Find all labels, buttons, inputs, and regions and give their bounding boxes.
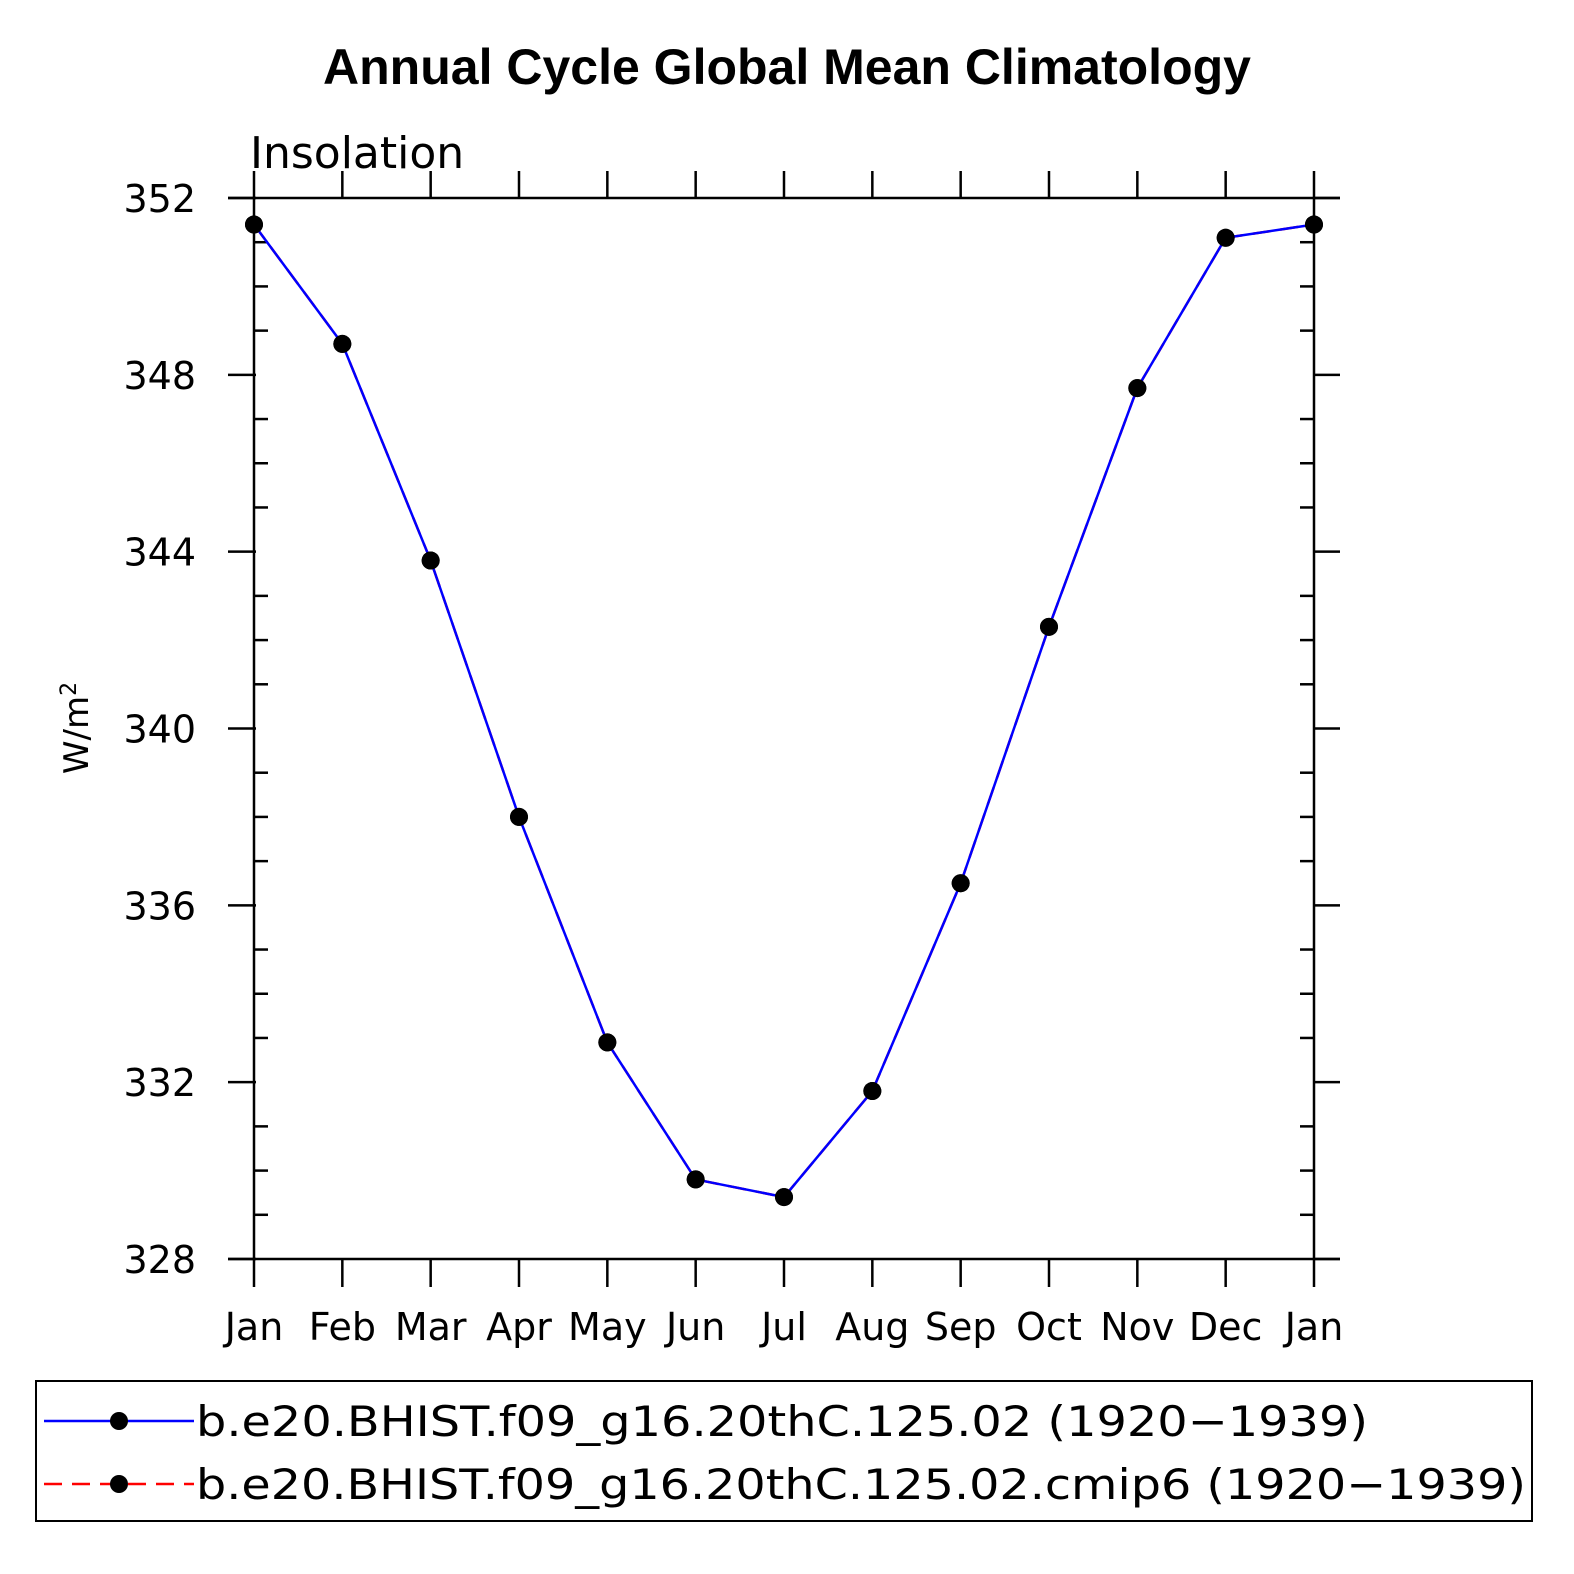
y-axis-label: W/m2 xyxy=(57,682,98,774)
x-tick-label: May xyxy=(568,1305,647,1349)
x-tick-label: Aug xyxy=(835,1305,909,1349)
series-2-point xyxy=(775,1188,793,1207)
series-2-point xyxy=(1040,617,1058,636)
series-2-point xyxy=(421,551,440,570)
x-tick-label: Jul xyxy=(759,1305,807,1349)
series-2-point xyxy=(1216,228,1235,247)
x-tick-label: Dec xyxy=(1189,1305,1263,1349)
y-tick-label: 352 xyxy=(123,177,196,221)
y-tick-label: 340 xyxy=(123,708,196,752)
x-tick-label: Oct xyxy=(1016,1305,1082,1349)
legend-label-1: b.e20.BHIST.f09_g16.20thC.125.02 (1920−1… xyxy=(196,1397,1368,1446)
plot-axes: 328 332 336 340 344 348 352 Jan Feb Mar Apr May Jun J… xyxy=(123,171,1343,1349)
series-2-point xyxy=(1305,215,1323,234)
y-axis-label-superscript: 2 xyxy=(57,682,82,696)
x-tick-label: Feb xyxy=(309,1305,376,1349)
y-tick-label: 336 xyxy=(123,884,196,928)
series-2-point xyxy=(245,215,263,234)
series-2-point xyxy=(510,807,528,826)
series-2-point xyxy=(333,334,352,353)
y-tick-label: 328 xyxy=(123,1238,196,1282)
series-2-point xyxy=(863,1082,882,1101)
y-tick-label: 348 xyxy=(123,354,196,398)
legend: b.e20.BHIST.f09_g16.20thC.125.02 (1920−1… xyxy=(44,1397,1526,1509)
x-tick-label: Mar xyxy=(395,1305,467,1349)
y-tick-label: 344 xyxy=(123,531,196,575)
legend-label-2: b.e20.BHIST.f09_g16.20thC.125.02.cmip6 (… xyxy=(196,1460,1526,1509)
legend-marker-1 xyxy=(110,1412,128,1430)
series-layer xyxy=(245,215,1323,1207)
x-tick-label: Jan xyxy=(223,1305,284,1349)
series-2-point xyxy=(686,1170,705,1189)
chart-subtitle: Insolation xyxy=(250,128,464,179)
x-tick-label: Sep xyxy=(925,1305,997,1349)
x-tick-label: Nov xyxy=(1100,1305,1174,1349)
legend-box xyxy=(35,1380,1533,1522)
series-2-point xyxy=(1128,379,1147,398)
series-line-1 xyxy=(252,223,1315,1199)
y-axis-label-unit: W/m xyxy=(57,696,97,774)
x-tick-label: Jan xyxy=(1283,1305,1344,1349)
legend-marker-2 xyxy=(110,1475,128,1493)
chart-title: Annual Cycle Global Mean Climatology xyxy=(323,39,1251,95)
y-tick-label: 332 xyxy=(123,1061,196,1105)
series-line-2 xyxy=(252,223,1315,1199)
series-2-point xyxy=(598,1033,617,1052)
x-tick-label: Apr xyxy=(486,1305,552,1349)
x-tick-label: Jun xyxy=(664,1305,725,1349)
series-2-point xyxy=(951,874,970,893)
